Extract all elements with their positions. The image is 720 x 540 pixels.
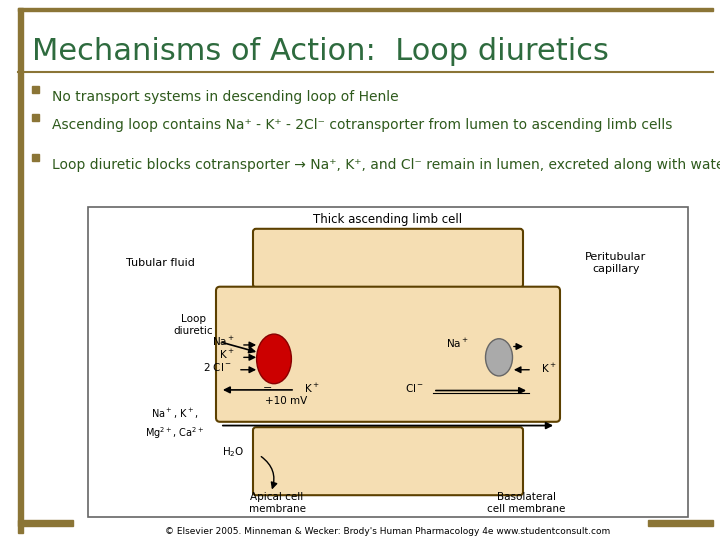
Ellipse shape <box>256 334 292 384</box>
Text: Mechanisms of Action:  Loop diuretics: Mechanisms of Action: Loop diuretics <box>32 37 609 66</box>
Text: Na$^+$: Na$^+$ <box>446 337 469 350</box>
Text: 2 Cl$^-$: 2 Cl$^-$ <box>203 361 232 373</box>
Text: +10 mV: +10 mV <box>265 396 307 406</box>
FancyBboxPatch shape <box>253 229 523 287</box>
Text: Peritubular
capillary: Peritubular capillary <box>585 252 647 274</box>
Bar <box>18 8 713 11</box>
Text: No transport systems in descending loop of Henle: No transport systems in descending loop … <box>52 90 399 104</box>
Text: Thick ascending limb cell: Thick ascending limb cell <box>313 213 462 226</box>
Ellipse shape <box>485 339 513 376</box>
Bar <box>32 86 39 93</box>
Text: © Elsevier 2005. Minneman & Wecker: Brody's Human Pharmacology 4e www.studentcon: © Elsevier 2005. Minneman & Wecker: Brod… <box>166 526 611 536</box>
Bar <box>648 520 713 526</box>
Text: K$^+$: K$^+$ <box>304 382 320 395</box>
Text: Ascending loop contains Na⁺ - K⁺ - 2Cl⁻ cotransporter from lumen to ascending li: Ascending loop contains Na⁺ - K⁺ - 2Cl⁻ … <box>52 118 672 132</box>
Text: Na$^+$, K$^+$,
Mg$^{2+}$, Ca$^{2+}$: Na$^+$, K$^+$, Mg$^{2+}$, Ca$^{2+}$ <box>145 407 204 441</box>
Text: K$^+$: K$^+$ <box>541 362 557 375</box>
Bar <box>18 520 73 526</box>
Text: Loop
diuretic: Loop diuretic <box>174 314 213 336</box>
Text: K$^+$: K$^+$ <box>220 348 235 361</box>
Bar <box>88 207 688 517</box>
Text: Tubular fluid: Tubular fluid <box>125 258 194 268</box>
Text: Na$^+$: Na$^+$ <box>212 335 235 348</box>
Text: Loop diuretic blocks cotransporter → Na⁺, K⁺, and Cl⁻ remain in lumen, excreted : Loop diuretic blocks cotransporter → Na⁺… <box>52 158 720 172</box>
Bar <box>32 114 39 121</box>
Bar <box>18 8 23 533</box>
Text: Cl$^-$: Cl$^-$ <box>405 382 424 394</box>
Text: H$_2$O: H$_2$O <box>222 445 244 459</box>
Text: Basolateral
cell membrane: Basolateral cell membrane <box>487 492 565 514</box>
Text: Apical cell
membrane: Apical cell membrane <box>248 492 305 514</box>
FancyBboxPatch shape <box>216 287 560 422</box>
Text: =: = <box>264 384 273 394</box>
Bar <box>32 154 39 161</box>
FancyBboxPatch shape <box>253 427 523 495</box>
